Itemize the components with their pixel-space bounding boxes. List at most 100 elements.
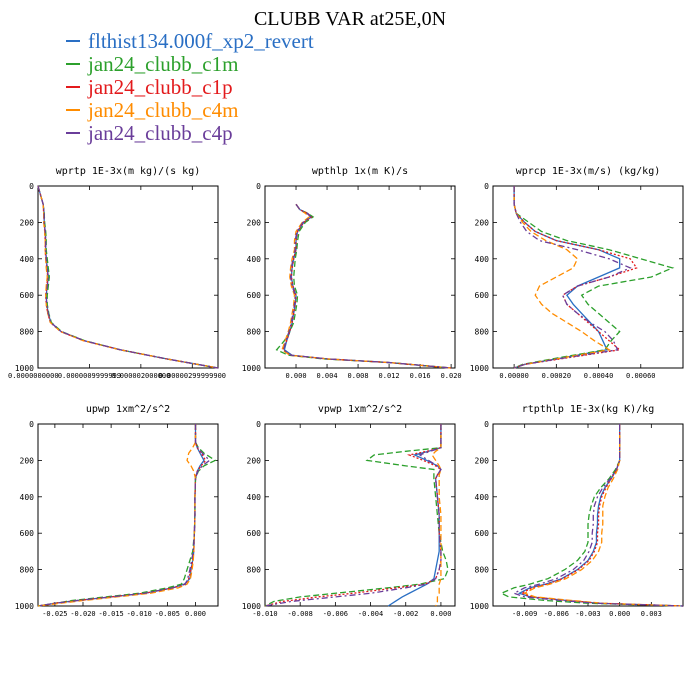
- series-line: [37, 185, 219, 369]
- series-line: [37, 424, 207, 607]
- x-tick-label: 0.000: [609, 610, 630, 618]
- x-tick-label: -0.010: [252, 610, 277, 618]
- series-line: [282, 203, 452, 369]
- legend-line-icon: [66, 109, 80, 112]
- series-line: [281, 203, 452, 369]
- y-tick-label: 400: [475, 255, 490, 264]
- x-tick-label: 0.008: [348, 372, 369, 380]
- x-tick-label: -0.010: [127, 610, 152, 618]
- legend-line-icon: [66, 86, 80, 89]
- series-line: [275, 203, 452, 369]
- x-tick-label: 0.000: [285, 372, 306, 380]
- x-tick-label: 0.0000009999999: [58, 372, 121, 380]
- x-tick-label: -0.008: [288, 610, 313, 618]
- figure-title: CLUBB VAR at25E,0N: [253, 8, 447, 30]
- plot-frame: [37, 185, 219, 369]
- series-line: [37, 424, 197, 607]
- legend-label: jan24_clubb_c1m: [88, 52, 239, 76]
- y-tick-label: 400: [20, 255, 35, 264]
- y-tick-label: 800: [247, 328, 262, 337]
- series-line: [499, 424, 684, 607]
- y-tick-label: 600: [20, 291, 35, 300]
- series-line: [523, 424, 684, 607]
- x-tick-label: 0.004: [317, 372, 338, 380]
- plot-frame: [264, 185, 456, 369]
- y-tick-label: 600: [475, 529, 490, 538]
- x-tick-label: -0.002: [393, 610, 418, 618]
- y-tick-label: 1000: [470, 602, 489, 611]
- series-line: [37, 424, 205, 607]
- x-tick-label: 0.000: [185, 610, 206, 618]
- x-tick-label: -0.020: [70, 610, 95, 618]
- panel-title: upwp 1xm^2/s^2: [86, 404, 170, 415]
- legend: flthist134.000f_xp2_revert jan24_clubb_c…: [66, 30, 314, 145]
- legend-item: jan24_clubb_c1p: [66, 76, 314, 99]
- y-tick-label: 200: [247, 456, 262, 465]
- series-line: [37, 185, 219, 369]
- y-tick-label: 0: [256, 182, 261, 191]
- y-tick-label: 0: [484, 420, 489, 429]
- series-line: [37, 424, 211, 607]
- x-tick-label: 0.00040: [584, 372, 614, 380]
- y-tick-label: 200: [20, 456, 35, 465]
- series-line: [517, 424, 684, 607]
- y-tick-label: 0: [256, 420, 261, 429]
- x-tick-label: 0.012: [379, 372, 400, 380]
- y-tick-label: 400: [247, 255, 262, 264]
- x-tick-label: -0.005: [155, 610, 180, 618]
- legend-item: flthist134.000f_xp2_revert: [66, 30, 314, 53]
- legend-line-icon: [66, 40, 80, 43]
- y-tick-label: 800: [20, 328, 35, 337]
- y-tick-label: 600: [247, 291, 262, 300]
- legend-item: jan24_clubb_c4m: [66, 99, 314, 122]
- y-tick-label: 200: [475, 456, 490, 465]
- y-tick-label: 800: [475, 566, 490, 575]
- x-tick-label: -0.006: [544, 610, 569, 618]
- legend-item: jan24_clubb_c4p: [66, 122, 314, 145]
- y-tick-label: 400: [475, 493, 490, 502]
- x-tick-label: 0.00000: [499, 372, 529, 380]
- y-tick-label: 0: [29, 420, 34, 429]
- series-line: [264, 424, 449, 607]
- y-tick-label: 400: [20, 493, 35, 502]
- plot-frame: [264, 423, 456, 607]
- x-tick-label: 0.000002000000: [111, 372, 170, 380]
- x-tick-label: 0.00020: [542, 372, 572, 380]
- legend-label: jan24_clubb_c4p: [88, 121, 233, 145]
- series-line: [282, 203, 452, 369]
- y-tick-label: 1000: [470, 364, 489, 373]
- x-tick-label: 0.0000000000: [8, 372, 59, 380]
- series-line: [431, 424, 442, 607]
- plot-frame: [492, 423, 684, 607]
- series-line: [513, 186, 675, 369]
- x-tick-label: 0.020: [441, 372, 462, 380]
- plot-frame: [492, 185, 684, 369]
- x-tick-label: 0.000: [430, 610, 451, 618]
- y-tick-label: 1000: [242, 364, 261, 373]
- series-line: [387, 424, 442, 607]
- series-line: [513, 186, 632, 369]
- y-tick-label: 200: [247, 218, 262, 227]
- x-tick-label: 0.016: [410, 372, 431, 380]
- x-tick-label: -0.004: [358, 610, 383, 618]
- y-tick-label: 800: [20, 566, 35, 575]
- legend-item: jan24_clubb_c1m: [66, 53, 314, 76]
- plot-frame: [37, 423, 219, 607]
- series-line: [519, 424, 684, 607]
- series-line: [37, 185, 219, 369]
- y-tick-label: 0: [484, 182, 489, 191]
- x-tick-label: -0.025: [42, 610, 67, 618]
- series-line: [264, 424, 442, 607]
- x-tick-label: -0.009: [512, 610, 537, 618]
- y-tick-label: 800: [247, 566, 262, 575]
- y-tick-label: 0: [29, 182, 34, 191]
- series-line: [264, 424, 442, 607]
- y-tick-label: 600: [475, 291, 490, 300]
- x-tick-label: 0.00000299999900: [159, 372, 226, 380]
- y-tick-label: 1000: [15, 364, 34, 373]
- series-line: [512, 424, 684, 607]
- panel-title: wprtp 1E-3x(m kg)/(s kg): [56, 166, 201, 177]
- y-tick-label: 1000: [15, 602, 34, 611]
- y-tick-label: 200: [20, 218, 35, 227]
